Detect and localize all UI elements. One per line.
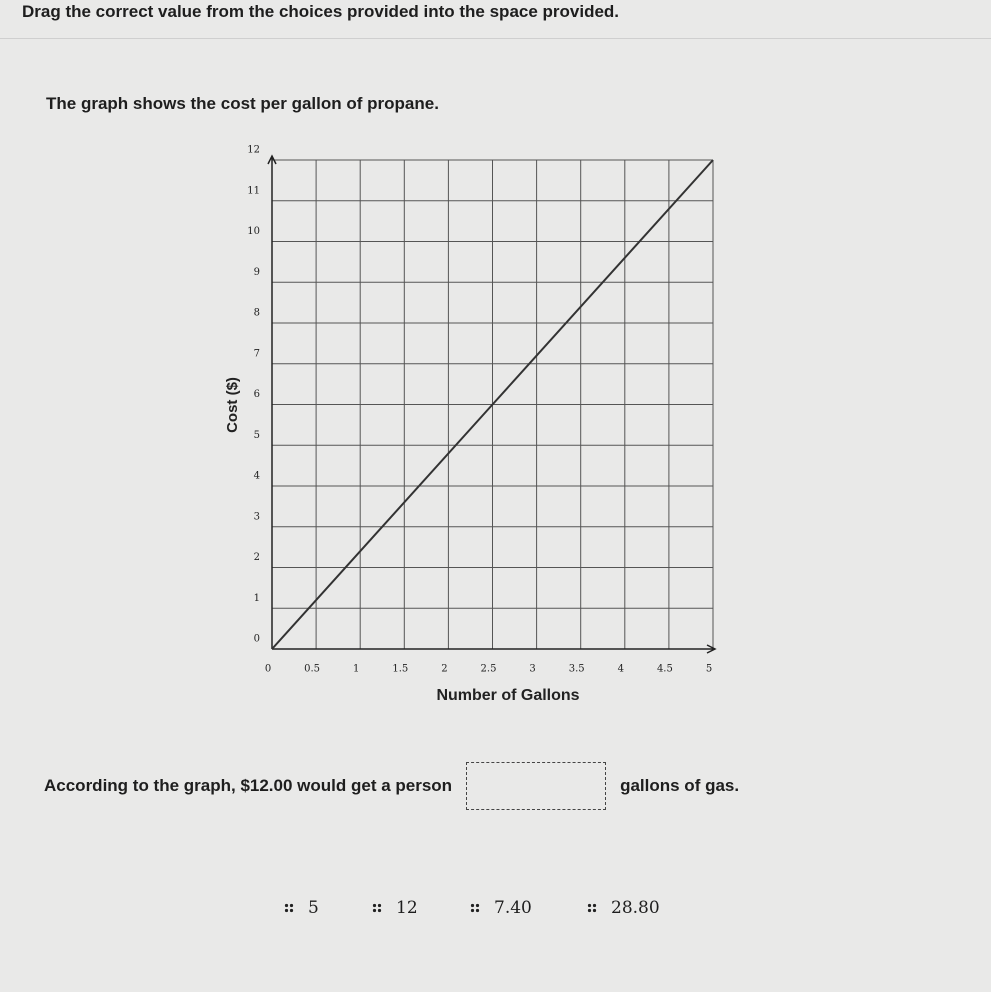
y-tick-label: 4 (254, 471, 260, 482)
x-axis-label: Number of Gallons (436, 687, 579, 704)
instruction: Drag the correct value from the choices … (22, 2, 620, 21)
question-text: gallons of gas. (620, 776, 740, 795)
question-text: According to the graph, $12.00 would get… (44, 776, 453, 795)
y-tick-label: 10 (247, 226, 260, 237)
choice[interactable]: 12 (372, 898, 418, 918)
data-line (271, 159, 714, 650)
x-tick-label: 4.5 (657, 664, 673, 675)
choice-text: 12 (396, 898, 418, 918)
drag-handle (587, 903, 597, 913)
x-tick-label: 1 (353, 664, 359, 675)
y-axis-label: Cost ($) (224, 377, 241, 433)
drag-handle (284, 903, 294, 913)
drag-handle (470, 903, 480, 913)
x-tick-label: 0.5 (304, 664, 320, 675)
y-tick-label: 1 (254, 593, 260, 604)
x-tick-label: 2 (441, 664, 447, 675)
y-tick-label: 5 (254, 430, 260, 441)
x-tick-label: 5 (706, 664, 712, 675)
chart: Number of Gallons Cost ($) 0123456789101… (224, 145, 717, 704)
y-tick-label: 12 (247, 145, 260, 156)
x-tick-label: 0 (265, 664, 271, 675)
prompt: The graph shows the cost per gallon of p… (46, 94, 439, 113)
x-tick-label: 4 (618, 664, 624, 675)
y-tick-label: 0 (254, 634, 260, 645)
separator (0, 38, 991, 39)
x-tick-label: 3.5 (569, 664, 585, 675)
choice[interactable]: 5 (284, 898, 319, 918)
x-tick-label: 3 (529, 664, 535, 675)
drag-handle (372, 903, 382, 913)
y-tick-label: 9 (254, 267, 260, 278)
y-tick-label: 2 (254, 552, 260, 563)
choice-text: 28.80 (611, 898, 660, 918)
x-tick-label: 1.5 (392, 664, 408, 675)
drop-zone[interactable] (466, 762, 607, 810)
choice[interactable]: 28.80 (587, 898, 660, 918)
choice-text: 7.40 (494, 898, 532, 918)
axis (272, 644, 717, 654)
question: According to the graph, $12.00 would get… (44, 762, 739, 810)
y-tick-label: 6 (254, 389, 260, 400)
y-tick-label: 11 (247, 185, 260, 196)
x-tick-label: 2.5 (481, 664, 497, 675)
y-tick-label: 7 (254, 348, 260, 359)
choice-text: 5 (308, 898, 319, 918)
y-tick-label: 3 (254, 511, 260, 522)
y-tick-label: 8 (254, 308, 260, 319)
choice[interactable]: 7.40 (470, 898, 532, 918)
axis (267, 154, 277, 649)
